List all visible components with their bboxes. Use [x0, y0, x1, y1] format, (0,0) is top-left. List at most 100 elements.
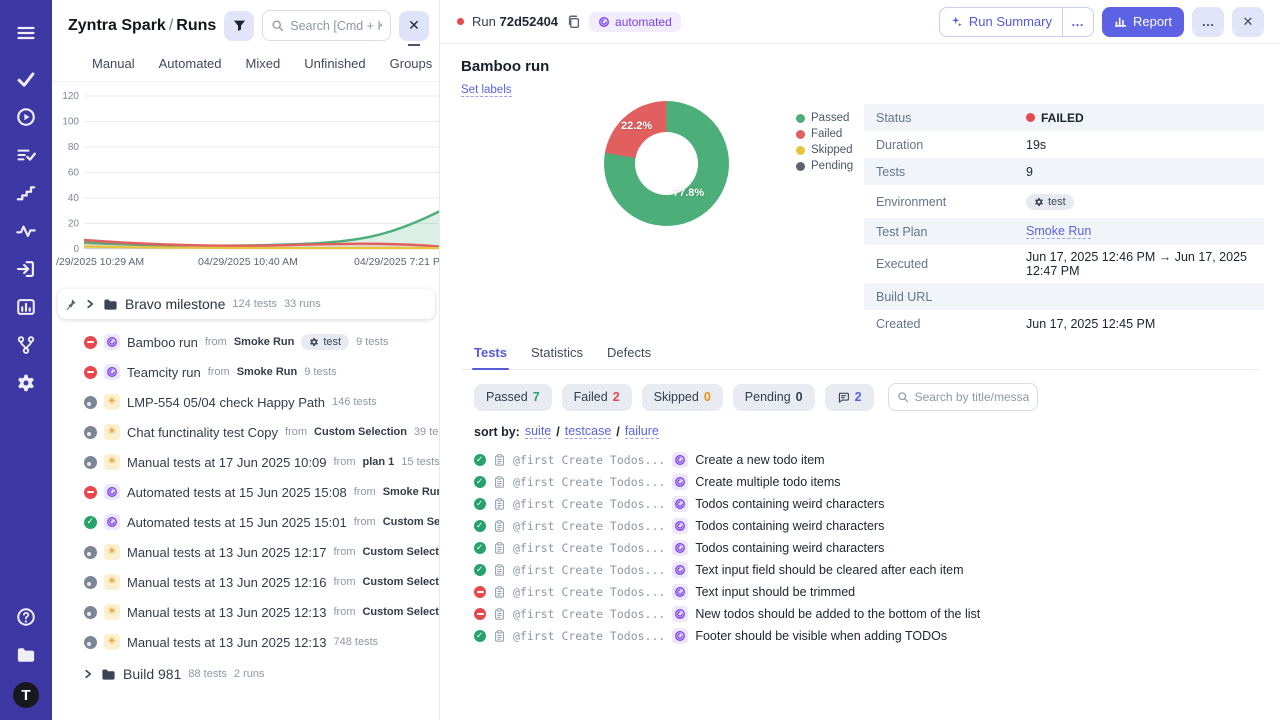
test-title[interactable]: New todos should be added to the bottom … — [695, 607, 980, 621]
tab-defects[interactable]: Defects — [607, 345, 651, 360]
test-row[interactable]: @first Create Todos... New todos should … — [474, 603, 1260, 625]
test-title[interactable]: Create multiple todo items — [695, 475, 840, 489]
filter-pending-pill[interactable]: Pending0 — [733, 384, 815, 411]
run-name[interactable]: Chat functinality test Copy — [127, 425, 278, 440]
milestone-name[interactable]: Bravo milestone — [125, 296, 225, 312]
run-name[interactable]: Manual tests at 13 Jun 2025 12:17 — [127, 545, 326, 560]
test-row[interactable]: @first Create Todos... Text input should… — [474, 581, 1260, 603]
run-plan-name[interactable]: Smoke Run — [383, 486, 439, 498]
run-plan-name[interactable]: Custom Selection — [362, 606, 439, 618]
reports-chart-icon[interactable] — [15, 296, 37, 318]
test-suite-path[interactable]: @first Create Todos... — [513, 475, 665, 489]
sort-by-testcase-link[interactable]: testcase — [565, 424, 612, 439]
tests-search-input[interactable] — [915, 390, 1029, 404]
run-name[interactable]: Teamcity run — [127, 365, 201, 380]
tab-tests[interactable]: Tests — [474, 345, 507, 360]
analytics-pulse-icon[interactable] — [15, 220, 37, 242]
legend-item[interactable]: Skipped — [796, 144, 853, 156]
run-name[interactable]: Automated tests at 15 Jun 2025 15:01 — [127, 515, 347, 530]
run-name[interactable]: Manual tests at 13 Jun 2025 12:16 — [127, 575, 326, 590]
test-plan-link[interactable]: Smoke Run — [1026, 224, 1091, 239]
test-title[interactable]: Todos containing weird characters — [695, 541, 884, 555]
test-suite-path[interactable]: @first Create Todos... — [513, 497, 665, 511]
test-row[interactable]: @first Create Todos... Todos containing … — [474, 493, 1260, 515]
copy-icon[interactable] — [566, 14, 581, 29]
run-plan-name[interactable]: Custom Selection — [362, 576, 439, 588]
help-icon[interactable] — [15, 606, 37, 628]
test-suite-path[interactable]: @first Create Todos... — [513, 541, 665, 555]
set-labels-link[interactable]: Set labels — [461, 84, 512, 97]
test-title[interactable]: Footer should be visible when adding TOD… — [695, 629, 947, 643]
run-list-item[interactable]: Bamboo run from Smoke Run test 9 tests — [52, 327, 439, 357]
run-list-item[interactable]: Chat functinality test Copy from Custom … — [52, 417, 439, 447]
tab-unfinished[interactable]: Unfinished — [304, 56, 365, 71]
close-panel-button[interactable]: ✕ — [399, 11, 429, 41]
filter-button[interactable] — [224, 11, 254, 41]
test-suite-path[interactable]: @first Create Todos... — [513, 453, 665, 467]
test-title[interactable]: Text input should be trimmed — [695, 585, 855, 599]
test-row[interactable]: @first Create Todos... Footer should be … — [474, 625, 1260, 647]
run-list-item[interactable]: Manual tests at 17 Jun 2025 10:09 from p… — [52, 447, 439, 477]
results-check-icon[interactable] — [15, 68, 37, 90]
run-list-item[interactable]: LMP-554 05/04 check Happy Path 146 tests — [52, 387, 439, 417]
run-summary-button[interactable]: Run Summary … — [939, 7, 1094, 37]
legend-item[interactable]: Passed — [796, 112, 853, 124]
test-suite-path[interactable]: @first Create Todos... — [513, 585, 665, 599]
test-row[interactable]: @first Create Todos... Todos containing … — [474, 515, 1260, 537]
runs-search[interactable] — [262, 10, 391, 41]
sort-by-failure-link[interactable]: failure — [625, 424, 659, 439]
milestone-row[interactable]: Bravo milestone 124 tests 33 runs — [58, 289, 435, 319]
chevron-right-icon[interactable] — [84, 298, 96, 310]
more-options-button[interactable]: … — [1192, 7, 1224, 37]
test-row[interactable]: @first Create Todos... Create a new todo… — [474, 449, 1260, 471]
run-list-item[interactable]: Manual tests at 13 Jun 2025 12:13 748 te… — [52, 627, 439, 657]
test-suite-path[interactable]: @first Create Todos... — [513, 519, 665, 533]
run-name[interactable]: LMP-554 05/04 check Happy Path — [127, 395, 325, 410]
project-name[interactable]: Zyntra Spark — [68, 17, 166, 34]
run-list-item[interactable]: Automated tests at 15 Jun 2025 15:01 fro… — [52, 507, 439, 537]
run-list-item[interactable]: Teamcity run from Smoke Run 9 tests — [52, 357, 439, 387]
testcases-list-icon[interactable] — [15, 144, 37, 166]
test-title[interactable]: Text input field should be cleared after… — [695, 563, 963, 577]
steps-icon[interactable] — [15, 182, 37, 204]
runs-play-icon[interactable] — [15, 106, 37, 128]
run-plan-name[interactable]: Custom Selection — [362, 546, 439, 558]
tab-automated[interactable]: Automated — [159, 56, 222, 71]
report-button[interactable]: Report — [1102, 7, 1184, 37]
test-title[interactable]: Todos containing weird characters — [695, 497, 884, 511]
run-list-item[interactable]: Automated tests at 15 Jun 2025 15:08 fro… — [52, 477, 439, 507]
test-suite-path[interactable]: @first Create Todos... — [513, 629, 665, 643]
search-input[interactable] — [290, 19, 382, 33]
run-name[interactable]: Manual tests at 17 Jun 2025 10:09 — [127, 455, 326, 470]
test-title[interactable]: Create a new todo item — [695, 453, 824, 467]
run-name[interactable]: Automated tests at 15 Jun 2025 15:08 — [127, 485, 347, 500]
run-list-item[interactable]: Manual tests at 13 Jun 2025 12:16 from C… — [52, 567, 439, 597]
test-row[interactable]: @first Create Todos... Todos containing … — [474, 537, 1260, 559]
run-name[interactable]: Manual tests at 13 Jun 2025 12:13 — [127, 635, 326, 650]
test-row[interactable]: @first Create Todos... Create multiple t… — [474, 471, 1260, 493]
run-plan-name[interactable]: Custom Selection — [383, 516, 439, 528]
tab-statistics[interactable]: Statistics — [531, 345, 583, 360]
automated-badge[interactable]: automated — [589, 12, 681, 32]
menu-icon[interactable] — [15, 22, 37, 44]
filter-skipped-pill[interactable]: Skipped0 — [642, 384, 723, 411]
import-icon[interactable] — [15, 258, 37, 280]
test-suite-path[interactable]: @first Create Todos... — [513, 607, 665, 621]
tab-mixed[interactable]: Mixed — [246, 56, 281, 71]
filter-failed-pill[interactable]: Failed2 — [562, 384, 632, 411]
run-name[interactable]: Bamboo run — [127, 335, 198, 350]
test-suite-path[interactable]: @first Create Todos... — [513, 563, 665, 577]
run-name[interactable]: Manual tests at 13 Jun 2025 12:13 — [127, 605, 326, 620]
sort-by-suite-link[interactable]: suite — [525, 424, 551, 439]
environment-badge[interactable]: test — [1026, 194, 1074, 210]
tab-manual[interactable]: Manual — [92, 56, 135, 71]
testomat-logo[interactable]: T — [13, 682, 39, 708]
filter-passed-pill[interactable]: Passed7 — [474, 384, 552, 411]
tests-search[interactable] — [888, 383, 1038, 411]
run-list-item[interactable]: Manual tests at 13 Jun 2025 12:17 from C… — [52, 537, 439, 567]
chevron-right-icon[interactable] — [82, 668, 94, 680]
test-title[interactable]: Todos containing weird characters — [695, 519, 884, 533]
run-plan-name[interactable]: Smoke Run — [234, 336, 295, 348]
run-summary-more-button[interactable]: … — [1063, 8, 1093, 36]
pin-icon[interactable] — [64, 298, 77, 311]
